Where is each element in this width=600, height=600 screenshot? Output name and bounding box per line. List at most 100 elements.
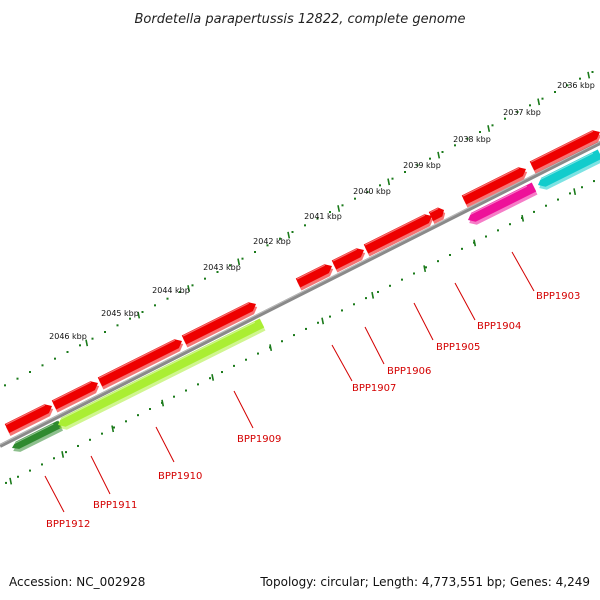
genome-backbone-highlight — [0, 140, 600, 445]
ruler-label: 2040 kbp — [353, 187, 391, 196]
minor-tick — [305, 327, 307, 330]
minor-tick — [116, 324, 119, 327]
minor-tick — [557, 198, 559, 201]
minor-tick — [16, 377, 19, 380]
gene-features — [4, 130, 600, 452]
minor-tick — [504, 117, 506, 120]
major-tick — [237, 258, 241, 266]
minor-tick — [54, 357, 56, 360]
minor-tick — [166, 297, 169, 300]
gene-label: BPP1905 — [436, 342, 480, 353]
minor-tick — [509, 223, 511, 226]
minor-tick — [479, 131, 481, 133]
minor-tick — [254, 251, 256, 253]
minor-tick — [53, 457, 55, 460]
minor-tick — [379, 184, 381, 187]
minor-tick — [593, 180, 595, 183]
minor-tick — [141, 311, 144, 313]
outer-tick-track — [4, 71, 594, 387]
minor-tick — [317, 321, 319, 324]
minor-tick — [566, 84, 569, 87]
minor-tick — [233, 364, 235, 367]
minor-tick — [591, 71, 594, 73]
minor-tick — [377, 290, 379, 293]
minor-tick — [497, 229, 499, 232]
major-tick — [423, 265, 427, 273]
minor-tick — [17, 475, 19, 478]
gene-feature — [466, 182, 538, 225]
gene-feature — [428, 207, 446, 224]
minor-tick — [449, 254, 451, 256]
minor-tick — [4, 384, 6, 387]
minor-tick — [416, 164, 419, 167]
gene-label: BPP1904 — [477, 321, 521, 332]
major-tick — [211, 374, 215, 381]
minor-tick — [533, 210, 535, 213]
minor-tick — [229, 264, 231, 267]
minor-tick — [5, 481, 7, 484]
minor-tick — [404, 171, 406, 173]
minor-tick — [353, 303, 355, 306]
minor-tick — [441, 151, 444, 153]
minor-tick — [293, 334, 295, 337]
minor-tick — [149, 408, 151, 410]
genome-summary-text: Topology: circular; Length: 4,773,551 bp… — [259, 575, 590, 589]
minor-tick — [241, 257, 244, 260]
ruler-label: 2041 kbp — [304, 212, 342, 221]
minor-tick — [437, 260, 439, 263]
major-tick — [387, 178, 391, 186]
gene-feature — [181, 302, 258, 348]
major-tick — [9, 477, 13, 485]
major-tick — [587, 71, 591, 79]
leader-line — [364, 326, 385, 365]
gene-feature — [331, 248, 366, 273]
minor-tick — [65, 451, 67, 454]
minor-tick — [216, 271, 219, 273]
minor-tick — [454, 144, 456, 147]
minor-tick — [529, 104, 531, 107]
minor-tick — [413, 272, 415, 275]
major-tick — [187, 285, 191, 292]
leader-line — [155, 426, 175, 463]
major-tick — [287, 231, 291, 239]
minor-tick — [204, 277, 206, 280]
minor-tick — [101, 432, 103, 435]
major-tick — [537, 98, 541, 106]
genome-backbone — [0, 140, 600, 448]
gene-label: BPP1906 — [387, 366, 431, 377]
minor-tick — [461, 247, 463, 250]
major-tick — [61, 451, 65, 458]
minor-tick — [354, 197, 356, 200]
minor-tick — [389, 284, 391, 287]
minor-tick — [245, 358, 247, 361]
gene-labels: BPP1903 BPP1904 BPP1905 BPP1906 BPP1907 BPP19… — [44, 251, 580, 530]
gene-feature — [4, 404, 54, 436]
major-tick — [337, 205, 341, 212]
minor-tick — [581, 186, 583, 189]
minor-tick — [485, 235, 487, 238]
major-tick — [473, 239, 477, 247]
minor-tick — [554, 91, 556, 93]
ruler-label: 2046 kbp — [49, 332, 87, 341]
inner-tick-track — [5, 180, 595, 485]
minor-tick — [197, 383, 199, 386]
major-tick — [269, 344, 273, 352]
minor-tick — [77, 444, 79, 447]
ruler-label: 2039 kbp — [403, 161, 441, 170]
minor-tick — [365, 297, 367, 300]
minor-tick — [516, 111, 519, 113]
gene-feature — [97, 339, 184, 390]
minor-tick — [281, 340, 283, 343]
major-tick — [111, 425, 115, 433]
minor-tick — [341, 204, 344, 207]
minor-tick — [137, 414, 139, 417]
minor-tick — [425, 266, 427, 269]
gene-feature — [363, 214, 434, 257]
minor-tick — [179, 291, 181, 293]
major-tick — [85, 339, 89, 347]
minor-tick — [41, 463, 43, 466]
major-tick — [487, 125, 491, 132]
minor-tick — [41, 364, 44, 367]
minor-tick — [545, 204, 547, 207]
